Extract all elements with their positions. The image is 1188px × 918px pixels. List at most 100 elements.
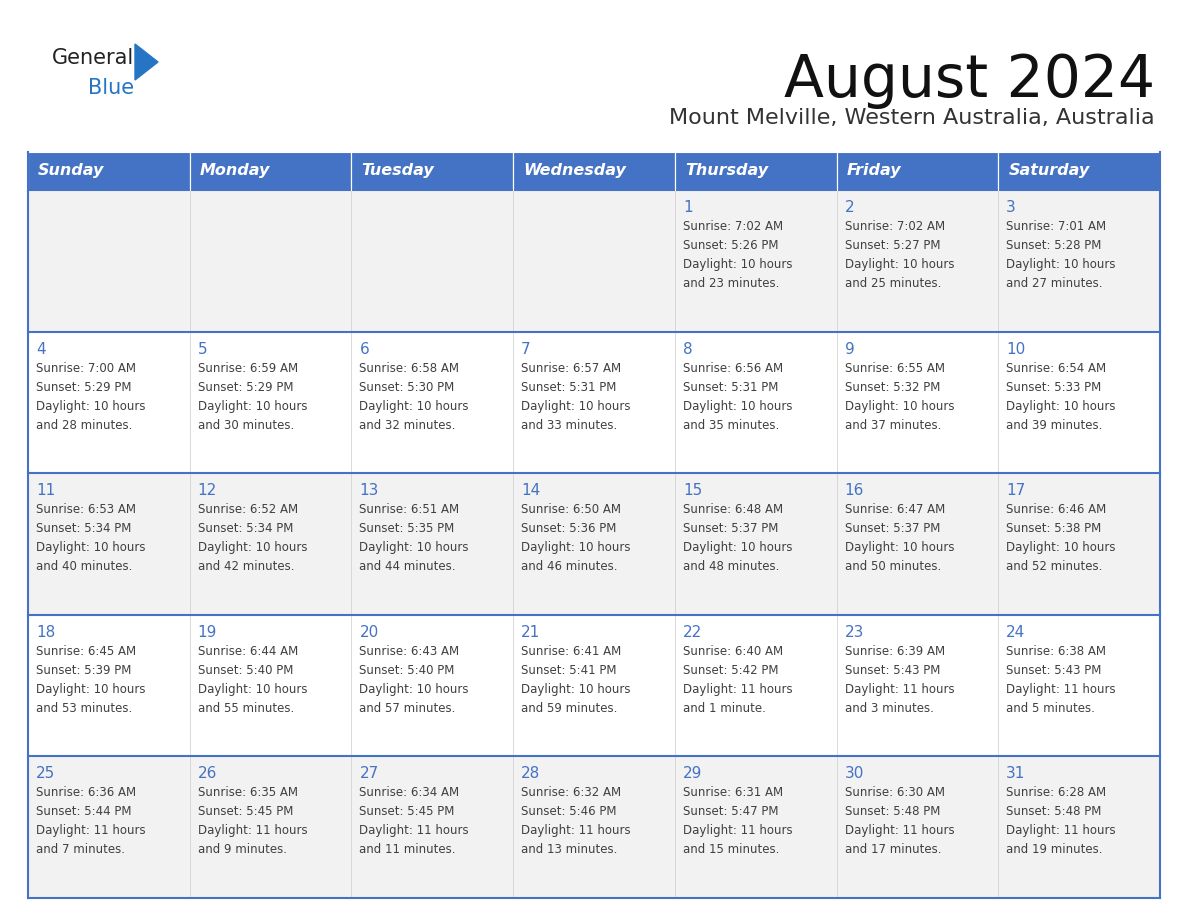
Bar [675,615,836,756]
Text: and 23 minutes.: and 23 minutes. [683,277,779,290]
Text: General: General [52,48,134,68]
Bar [29,152,190,190]
Text: Sunrise: 7:02 AM: Sunrise: 7:02 AM [683,220,783,233]
Bar [998,190,1159,331]
Text: Thursday: Thursday [684,163,767,178]
Text: Blue: Blue [88,78,134,98]
Bar [675,331,836,473]
Text: Sunrise: 6:55 AM: Sunrise: 6:55 AM [845,362,944,375]
Text: and 17 minutes.: and 17 minutes. [845,844,941,856]
Text: Sunset: 5:45 PM: Sunset: 5:45 PM [197,805,293,819]
Text: 11: 11 [36,483,56,498]
Text: Sunset: 5:29 PM: Sunset: 5:29 PM [36,381,132,394]
Text: Sunset: 5:47 PM: Sunset: 5:47 PM [683,805,778,819]
Bar [998,756,1159,898]
Bar [836,152,998,190]
Text: 26: 26 [197,767,217,781]
Text: Friday: Friday [847,163,902,178]
Text: 31: 31 [1006,767,1025,781]
Text: and 9 minutes.: and 9 minutes. [197,844,286,856]
Text: Sunset: 5:30 PM: Sunset: 5:30 PM [360,381,455,394]
Text: and 42 minutes.: and 42 minutes. [197,560,295,573]
Text: 29: 29 [683,767,702,781]
Text: and 13 minutes.: and 13 minutes. [522,844,618,856]
Text: Sunset: 5:34 PM: Sunset: 5:34 PM [36,522,132,535]
Text: Daylight: 10 hours: Daylight: 10 hours [36,542,145,554]
Text: Sunrise: 6:54 AM: Sunrise: 6:54 AM [1006,362,1106,375]
Bar [836,190,998,331]
Bar [836,331,998,473]
Bar [675,473,836,615]
Bar [29,190,190,331]
Text: Sunset: 5:37 PM: Sunset: 5:37 PM [845,522,940,535]
Text: Sunset: 5:29 PM: Sunset: 5:29 PM [197,381,293,394]
Text: 4: 4 [36,341,45,356]
Text: Sunset: 5:48 PM: Sunset: 5:48 PM [1006,805,1101,819]
Text: Sunrise: 6:41 AM: Sunrise: 6:41 AM [522,644,621,658]
Text: Sunrise: 6:28 AM: Sunrise: 6:28 AM [1006,787,1106,800]
Text: Daylight: 10 hours: Daylight: 10 hours [522,399,631,412]
Text: Sunset: 5:31 PM: Sunset: 5:31 PM [522,381,617,394]
Text: 8: 8 [683,341,693,356]
Text: Sunrise: 6:51 AM: Sunrise: 6:51 AM [360,503,460,516]
Bar [513,152,675,190]
Text: Sunrise: 6:30 AM: Sunrise: 6:30 AM [845,787,944,800]
Text: Tuesday: Tuesday [361,163,434,178]
Bar [352,615,513,756]
Text: and 59 minutes.: and 59 minutes. [522,701,618,715]
Text: Daylight: 11 hours: Daylight: 11 hours [683,683,792,696]
Bar [513,615,675,756]
Text: Sunset: 5:31 PM: Sunset: 5:31 PM [683,381,778,394]
Text: and 27 minutes.: and 27 minutes. [1006,277,1102,290]
Bar [513,473,675,615]
Text: and 46 minutes.: and 46 minutes. [522,560,618,573]
Text: and 53 minutes.: and 53 minutes. [36,701,132,715]
Text: Daylight: 10 hours: Daylight: 10 hours [36,399,145,412]
Text: Sunset: 5:40 PM: Sunset: 5:40 PM [360,664,455,677]
Bar [190,152,352,190]
Text: and 5 minutes.: and 5 minutes. [1006,701,1095,715]
Text: Sunset: 5:39 PM: Sunset: 5:39 PM [36,664,132,677]
Text: Sunrise: 7:00 AM: Sunrise: 7:00 AM [36,362,135,375]
Bar [190,756,352,898]
Text: Sunrise: 6:32 AM: Sunrise: 6:32 AM [522,787,621,800]
Text: Sunday: Sunday [38,163,105,178]
Text: Sunset: 5:41 PM: Sunset: 5:41 PM [522,664,617,677]
Bar [190,190,352,331]
Text: and 25 minutes.: and 25 minutes. [845,277,941,290]
Text: Sunrise: 6:40 AM: Sunrise: 6:40 AM [683,644,783,658]
Text: Sunset: 5:37 PM: Sunset: 5:37 PM [683,522,778,535]
Text: Sunrise: 6:39 AM: Sunrise: 6:39 AM [845,644,944,658]
Text: Sunrise: 6:38 AM: Sunrise: 6:38 AM [1006,644,1106,658]
Text: Sunset: 5:32 PM: Sunset: 5:32 PM [845,381,940,394]
Text: Sunset: 5:46 PM: Sunset: 5:46 PM [522,805,617,819]
Text: Daylight: 10 hours: Daylight: 10 hours [522,683,631,696]
Text: Daylight: 10 hours: Daylight: 10 hours [1006,399,1116,412]
Text: 16: 16 [845,483,864,498]
Text: and 11 minutes.: and 11 minutes. [360,844,456,856]
Text: Daylight: 10 hours: Daylight: 10 hours [1006,542,1116,554]
Text: and 55 minutes.: and 55 minutes. [197,701,293,715]
Text: Daylight: 11 hours: Daylight: 11 hours [36,824,146,837]
Text: and 15 minutes.: and 15 minutes. [683,844,779,856]
Text: Daylight: 11 hours: Daylight: 11 hours [197,824,308,837]
Text: and 57 minutes.: and 57 minutes. [360,701,456,715]
Text: 6: 6 [360,341,369,356]
Text: 5: 5 [197,341,208,356]
Text: 20: 20 [360,625,379,640]
Bar [352,756,513,898]
Bar [29,756,190,898]
Text: Sunrise: 6:57 AM: Sunrise: 6:57 AM [522,362,621,375]
Text: Daylight: 10 hours: Daylight: 10 hours [845,399,954,412]
Bar [513,331,675,473]
Text: Sunrise: 6:58 AM: Sunrise: 6:58 AM [360,362,460,375]
Bar [513,190,675,331]
Text: Sunrise: 6:34 AM: Sunrise: 6:34 AM [360,787,460,800]
Text: 9: 9 [845,341,854,356]
Text: 10: 10 [1006,341,1025,356]
Text: Daylight: 11 hours: Daylight: 11 hours [1006,683,1116,696]
Text: 7: 7 [522,341,531,356]
Text: 28: 28 [522,767,541,781]
Text: 21: 21 [522,625,541,640]
Text: 22: 22 [683,625,702,640]
